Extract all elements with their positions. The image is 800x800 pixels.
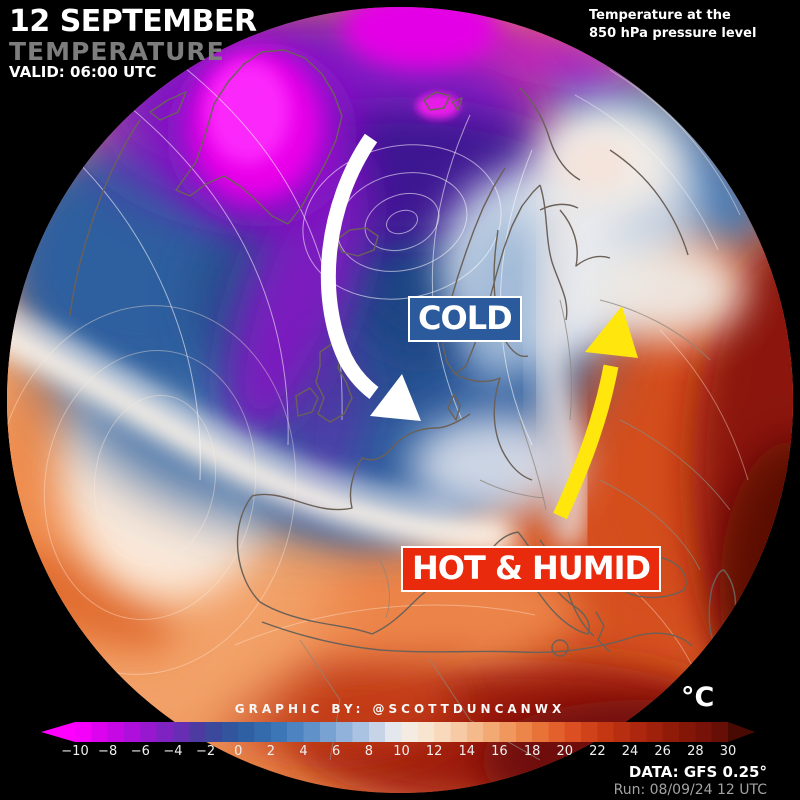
colorbar-tick-label: 22: [589, 744, 606, 759]
page-title: TEMPERATURE: [9, 37, 225, 66]
colorbar-tick-label: 12: [425, 744, 443, 759]
hot-label: HOT & HUMID: [401, 546, 662, 592]
cold-label: COLD: [408, 296, 522, 342]
colorbar-tick-label: 30: [719, 744, 737, 759]
colorbar-tick-label: −10: [61, 744, 89, 759]
colorbar: [0, 722, 800, 742]
colorbar-tick-label: 10: [393, 744, 410, 759]
date-title: 12 SEPTEMBER: [9, 4, 257, 39]
colorbar-tick-label: 20: [556, 744, 574, 759]
colorbar-tick-label: −6: [130, 744, 150, 759]
colorbar-ticks: −10 −8 −6 −4 −2 0 2 4 6 8 10 12 14 16 18 20 22 24 26 28 30: [61, 744, 736, 762]
level-note-line1: Temperature at the: [589, 8, 731, 23]
colorbar-tick-label: 26: [654, 744, 671, 759]
data-source: DATA: GFS 0.25°: [628, 763, 767, 781]
colorbar-tick-label: −2: [196, 744, 216, 759]
colorbar-tick-label: 0: [234, 744, 243, 759]
colorbar-tick-label: 8: [364, 744, 373, 759]
level-note-line2: 850 hPa pressure level: [589, 26, 757, 41]
colorbar-gradient: [75, 722, 728, 742]
colorbar-tick-label: 28: [687, 744, 704, 759]
colorbar-tick-label: 14: [458, 744, 476, 759]
colorbar-over-arrow: [728, 722, 755, 742]
warm-air-arrow-tail: [553, 364, 619, 520]
country-borders: [299, 299, 731, 761]
cold-air-arrow: [320, 133, 421, 421]
colorbar-tick-label: 24: [621, 744, 639, 759]
unit-label: °C: [681, 682, 715, 713]
cold-air-arrow-tail: [320, 133, 379, 399]
colorbar-tick-label: 18: [523, 744, 541, 759]
warm-air-arrow: [553, 306, 638, 520]
coastlines: [69, 49, 737, 657]
colorbar-tick-label: 2: [266, 744, 276, 759]
valid-time: VALID: 06:00 UTC: [9, 63, 157, 81]
warm-air-arrow-head: [585, 306, 638, 358]
colorbar-tick-label: 4: [299, 744, 308, 759]
cold-air-arrow-head: [370, 374, 421, 421]
colorbar-under-arrow: [41, 722, 75, 742]
colorbar-tick-label: −8: [98, 744, 118, 759]
colorbar-tick-label: 6: [332, 744, 341, 759]
level-note: Temperature at the 850 hPa pressure leve…: [589, 7, 756, 43]
colorbar-tick-label: −4: [163, 744, 183, 759]
credit: GRAPHIC BY: @SCOTTDUNCANWX: [234, 702, 566, 716]
colorbar-tick-label: 16: [491, 744, 508, 759]
run-info: Run: 08/09/24 12 UTC: [613, 782, 767, 798]
